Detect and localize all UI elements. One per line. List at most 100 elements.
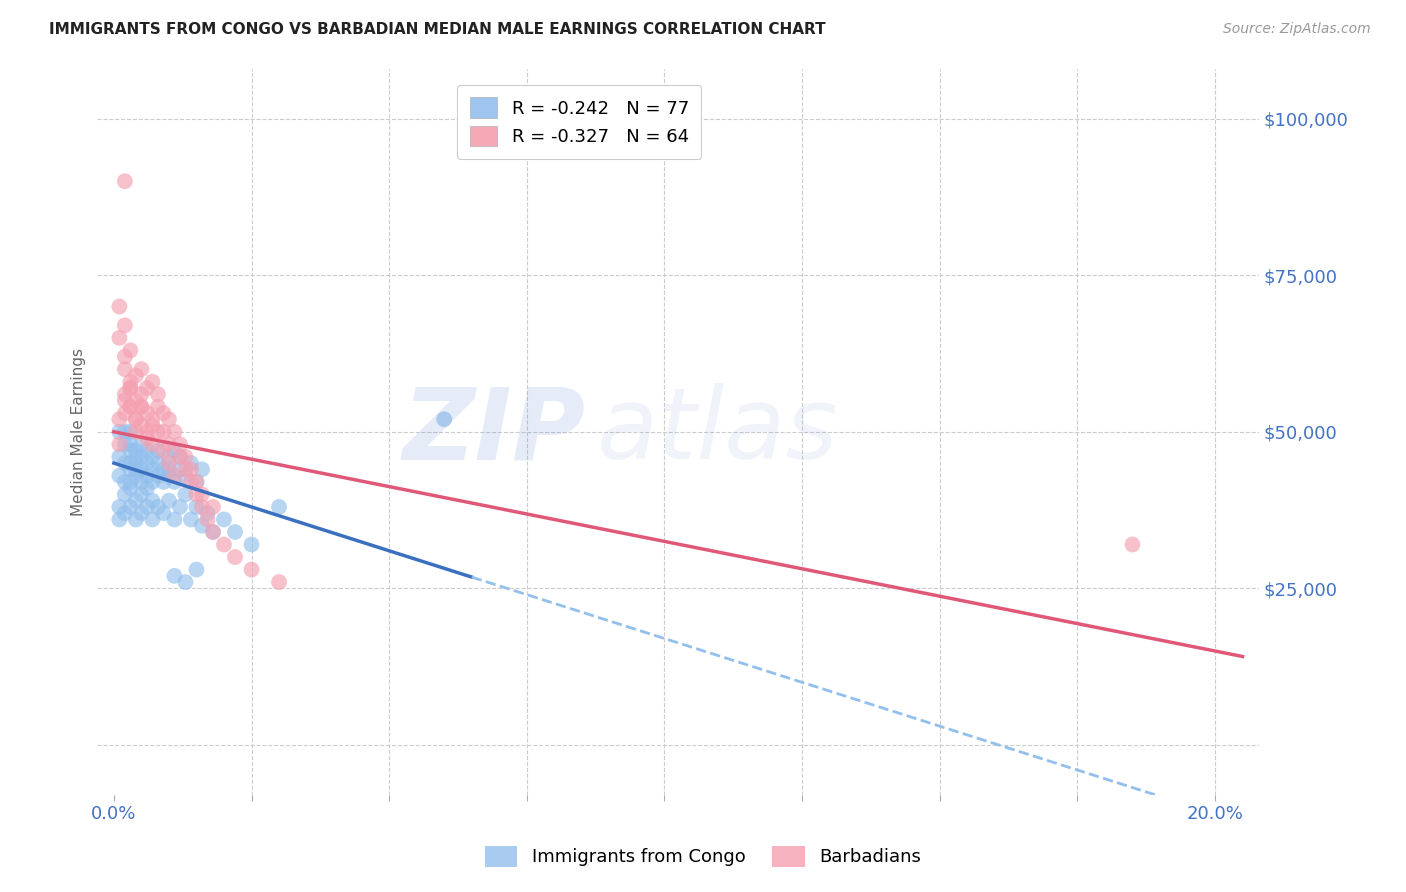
Point — [125, 393, 148, 408]
Point — [108, 500, 131, 514]
Point — [125, 425, 148, 439]
Point — [180, 456, 202, 470]
Point — [131, 400, 153, 414]
Point — [131, 462, 153, 476]
Point — [433, 412, 456, 426]
Point — [186, 500, 208, 514]
Text: ZIP: ZIP — [402, 384, 585, 480]
Point — [191, 500, 214, 514]
Point — [120, 381, 142, 395]
Legend: R = -0.242   N = 77, R = -0.327   N = 64: R = -0.242 N = 77, R = -0.327 N = 64 — [457, 85, 702, 159]
Point — [152, 506, 174, 520]
Point — [169, 450, 191, 464]
Point — [152, 406, 174, 420]
Point — [114, 437, 136, 451]
Point — [240, 537, 263, 551]
Point — [135, 425, 157, 439]
Point — [114, 318, 136, 333]
Y-axis label: Median Male Earnings: Median Male Earnings — [72, 348, 86, 516]
Point — [120, 375, 142, 389]
Point — [120, 443, 142, 458]
Point — [120, 500, 142, 514]
Point — [125, 412, 148, 426]
Point — [125, 493, 148, 508]
Point — [125, 450, 148, 464]
Point — [120, 462, 142, 476]
Point — [141, 475, 163, 489]
Point — [114, 174, 136, 188]
Point — [114, 475, 136, 489]
Point — [125, 468, 148, 483]
Point — [146, 456, 169, 470]
Point — [114, 362, 136, 376]
Point — [141, 437, 163, 451]
Point — [212, 537, 235, 551]
Point — [125, 443, 148, 458]
Point — [224, 524, 246, 539]
Point — [131, 418, 153, 433]
Point — [125, 412, 148, 426]
Point — [157, 437, 180, 451]
Point — [267, 500, 290, 514]
Point — [152, 475, 174, 489]
Point — [135, 381, 157, 395]
Point — [108, 468, 131, 483]
Point — [146, 387, 169, 401]
Text: IMMIGRANTS FROM CONGO VS BARBADIAN MEDIAN MALE EARNINGS CORRELATION CHART: IMMIGRANTS FROM CONGO VS BARBADIAN MEDIA… — [49, 22, 825, 37]
Point — [120, 425, 142, 439]
Point — [135, 456, 157, 470]
Point — [180, 475, 202, 489]
Point — [186, 487, 208, 501]
Point — [186, 475, 208, 489]
Point — [125, 368, 148, 383]
Point — [157, 412, 180, 426]
Point — [174, 468, 197, 483]
Point — [1121, 537, 1143, 551]
Point — [131, 387, 153, 401]
Point — [114, 487, 136, 501]
Point — [169, 462, 191, 476]
Point — [197, 506, 219, 520]
Point — [131, 400, 153, 414]
Point — [201, 524, 224, 539]
Point — [191, 518, 214, 533]
Point — [120, 343, 142, 358]
Point — [180, 512, 202, 526]
Point — [114, 425, 136, 439]
Point — [114, 393, 136, 408]
Point — [152, 425, 174, 439]
Point — [108, 331, 131, 345]
Point — [152, 462, 174, 476]
Point — [169, 500, 191, 514]
Point — [141, 418, 163, 433]
Point — [135, 500, 157, 514]
Point — [131, 450, 153, 464]
Point — [163, 443, 186, 458]
Point — [141, 462, 163, 476]
Point — [120, 437, 142, 451]
Point — [131, 506, 153, 520]
Point — [114, 350, 136, 364]
Point — [163, 512, 186, 526]
Point — [141, 450, 163, 464]
Point — [141, 412, 163, 426]
Point — [201, 500, 224, 514]
Point — [163, 569, 186, 583]
Legend: Immigrants from Congo, Barbadians: Immigrants from Congo, Barbadians — [478, 838, 928, 874]
Point — [120, 456, 142, 470]
Point — [169, 437, 191, 451]
Point — [108, 512, 131, 526]
Point — [146, 500, 169, 514]
Point — [152, 443, 174, 458]
Point — [174, 487, 197, 501]
Point — [135, 406, 157, 420]
Point — [169, 450, 191, 464]
Point — [135, 481, 157, 495]
Point — [146, 400, 169, 414]
Point — [141, 375, 163, 389]
Point — [120, 481, 142, 495]
Point — [131, 437, 153, 451]
Text: atlas: atlas — [598, 384, 838, 480]
Point — [125, 456, 148, 470]
Point — [131, 362, 153, 376]
